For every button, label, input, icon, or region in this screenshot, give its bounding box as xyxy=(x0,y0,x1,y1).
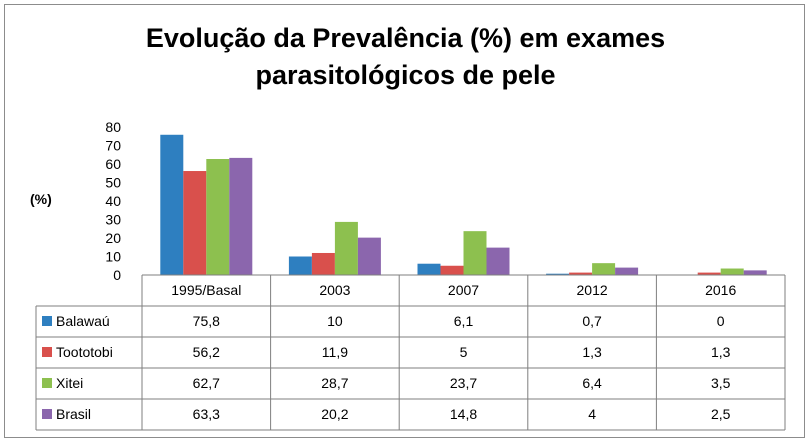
y-tick-label: 50 xyxy=(105,175,121,191)
data-label: 28,7 xyxy=(321,375,348,391)
data-label: 10 xyxy=(327,313,343,329)
y-tick-label: 0 xyxy=(113,267,121,283)
chart-title-line-2: parasitológicos de pele xyxy=(255,60,556,90)
y-tick-label: 10 xyxy=(105,249,121,265)
data-label: 3,5 xyxy=(711,375,731,391)
data-label: 2,5 xyxy=(711,406,731,422)
data-label: 0 xyxy=(717,313,725,329)
bar-xitei xyxy=(720,268,744,275)
legend-label-toototobi: Toototobi xyxy=(56,344,113,360)
data-label: 6,4 xyxy=(582,375,602,391)
bar-balawaú xyxy=(288,256,312,275)
y-tick-label: 60 xyxy=(105,156,121,172)
data-label: 14,8 xyxy=(450,406,477,422)
legend-label-balawaú: Balawaú xyxy=(56,313,110,329)
chart-frame xyxy=(4,4,805,438)
bar-brasil xyxy=(357,237,381,275)
bar-brasil xyxy=(486,247,510,275)
bar-toototobi xyxy=(440,265,464,275)
data-label: 75,8 xyxy=(193,313,220,329)
legend-swatch-brasil xyxy=(42,409,52,419)
legend-swatch-balawaú xyxy=(42,316,52,326)
bar-brasil xyxy=(615,267,639,275)
x-category-label: 2012 xyxy=(577,282,608,298)
data-label: 0,7 xyxy=(582,313,602,329)
bar-toototobi xyxy=(183,171,207,275)
x-category-label: 1995/Basal xyxy=(171,282,241,298)
data-label: 23,7 xyxy=(450,375,477,391)
data-label: 1,3 xyxy=(582,344,602,360)
data-label: 63,3 xyxy=(193,406,220,422)
bar-xitei xyxy=(206,159,230,275)
data-label: 11,9 xyxy=(322,344,348,360)
data-label: 62,7 xyxy=(193,375,220,391)
data-label: 1,3 xyxy=(711,344,731,360)
y-tick-label: 30 xyxy=(105,212,121,228)
legend-swatch-toototobi xyxy=(42,347,52,357)
y-tick-label: 70 xyxy=(105,138,121,154)
bar-brasil xyxy=(229,157,253,275)
y-tick-label: 40 xyxy=(105,193,121,209)
bar-balawaú xyxy=(417,263,441,275)
bar-toototobi xyxy=(569,272,593,275)
x-category-label: 2007 xyxy=(448,282,479,298)
bar-xitei xyxy=(592,263,616,275)
legend-label-xitei: Xitei xyxy=(56,375,83,391)
bar-brasil xyxy=(743,270,767,275)
bar-balawaú xyxy=(546,273,570,275)
data-label: 20,2 xyxy=(321,406,348,422)
bar-balawaú xyxy=(160,134,184,275)
data-label: 4 xyxy=(588,406,596,422)
legend-swatch-xitei xyxy=(42,378,52,388)
y-axis-label: (%) xyxy=(30,191,52,207)
bar-xitei xyxy=(463,231,487,275)
data-label: 56,2 xyxy=(193,344,220,360)
bar-toototobi xyxy=(311,252,335,275)
y-tick-label: 20 xyxy=(105,230,121,246)
chart-title: Evolução da Prevalência (%) em exames pa… xyxy=(0,20,811,94)
bar-toototobi xyxy=(697,272,721,275)
y-tick-label: 80 xyxy=(105,119,121,135)
x-category-label: 2016 xyxy=(705,282,736,298)
data-label: 6,1 xyxy=(454,313,474,329)
legend-label-brasil: Brasil xyxy=(56,406,91,422)
chart-title-line-1: Evolução da Prevalência (%) em exames xyxy=(145,23,666,53)
data-label: 5 xyxy=(460,344,468,360)
bar-xitei xyxy=(334,221,358,275)
x-category-label: 2003 xyxy=(319,282,350,298)
